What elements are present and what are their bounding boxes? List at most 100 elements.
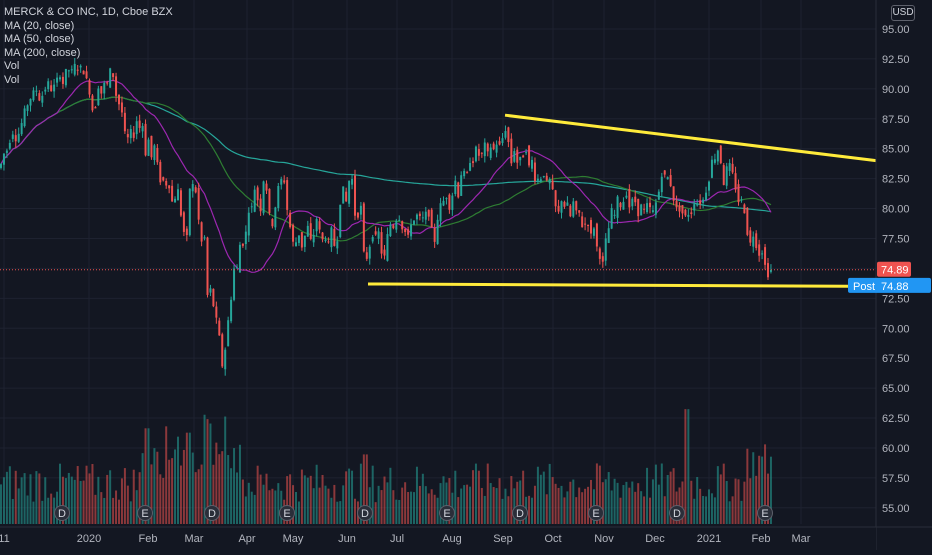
candle-body	[442, 200, 445, 206]
y-tick-label: 67.50	[882, 353, 910, 365]
candle-body	[569, 205, 572, 217]
volume-bar	[486, 463, 489, 524]
volume-bar	[454, 470, 457, 524]
candle-body	[613, 214, 616, 216]
candle-body	[38, 93, 41, 101]
candle-body	[480, 152, 483, 154]
volume-bar	[554, 483, 557, 524]
candle-body	[47, 81, 50, 90]
volume-bar	[752, 452, 755, 524]
volume-bar	[324, 485, 327, 524]
candle-body	[631, 198, 634, 207]
candle-body	[725, 166, 728, 186]
candle-body	[171, 185, 174, 202]
volume-bar	[507, 496, 510, 524]
candle-body	[722, 165, 725, 185]
candle-body	[41, 95, 44, 103]
y-tick-label: 60.00	[882, 443, 910, 455]
candle-body	[97, 88, 100, 106]
candle-body	[539, 179, 542, 182]
volume-bar	[708, 489, 710, 524]
candle-body	[238, 244, 241, 273]
volume-bar	[35, 471, 38, 524]
volume-bar	[53, 497, 56, 524]
legend-ma200[interactable]: MA (200, close)	[4, 46, 81, 59]
currency-button[interactable]: USD	[891, 5, 915, 21]
candle-body	[737, 184, 740, 203]
legend-ma50[interactable]: MA (50, close)	[4, 33, 75, 45]
volume-bar	[737, 479, 740, 524]
volume-bar	[401, 487, 404, 524]
volume-bar	[504, 488, 507, 524]
candle-body	[607, 228, 610, 243]
candle-body	[531, 159, 533, 169]
candle-body	[17, 133, 20, 142]
candle-body	[61, 76, 64, 84]
candle-body	[76, 69, 79, 71]
legend-ma20[interactable]: MA (20, close)	[4, 19, 75, 32]
candle-body	[451, 195, 454, 210]
candle-body	[551, 180, 554, 190]
candle-body	[637, 198, 640, 217]
trendline-resistance	[504, 113, 877, 163]
volume-bar	[162, 477, 165, 524]
volume-bar	[631, 481, 634, 524]
y-tick-label: 72.50	[882, 293, 910, 305]
candle-body	[91, 95, 94, 111]
earnings-marker	[757, 505, 773, 521]
candle-body	[687, 214, 690, 217]
volume-bar	[421, 473, 424, 524]
volume-bar	[23, 473, 26, 524]
candle-body	[309, 223, 312, 239]
candle-body	[303, 235, 306, 247]
candle-body	[165, 180, 168, 186]
candle-body	[501, 138, 504, 144]
volume-bar	[262, 484, 265, 524]
candle-body	[640, 204, 643, 216]
volume-bar	[348, 468, 351, 524]
x-tick-label: Sep	[493, 533, 513, 545]
candle-body	[533, 162, 536, 182]
earnings-marker	[588, 505, 604, 521]
candle-body	[345, 191, 348, 202]
volume-bar	[474, 463, 477, 524]
x-tick-label: Mar	[792, 533, 811, 545]
volume-bar	[492, 487, 495, 524]
candle-body	[227, 320, 230, 347]
candle-body	[740, 199, 743, 201]
volume-bar	[557, 487, 560, 524]
volume-bar	[339, 501, 342, 524]
candle-body	[492, 143, 495, 150]
volume-bar	[17, 488, 20, 524]
candle-body	[333, 228, 336, 246]
volume-bar	[182, 449, 185, 524]
candle-body	[710, 159, 713, 178]
candle-body	[82, 70, 85, 75]
candle-body	[109, 68, 112, 88]
volume-bar	[769, 456, 772, 524]
volume-bar	[123, 468, 126, 524]
candle-body	[115, 76, 118, 96]
y-tick-label: 57.50	[882, 473, 910, 485]
symbol-title[interactable]: MERCK & CO INC, 1D, Cboe BZX	[4, 6, 173, 18]
volume-bar	[188, 432, 191, 524]
volume-bars	[0, 409, 772, 524]
candle-body	[203, 237, 206, 239]
volume-bar	[165, 426, 168, 524]
candle-body	[256, 187, 259, 201]
candle-body	[321, 232, 324, 240]
legend-volume-2[interactable]: Vol	[4, 73, 20, 86]
volume-bar	[761, 456, 764, 524]
volume-bar	[495, 488, 498, 524]
volume-bar	[100, 492, 103, 524]
chart-legend: MERCK & CO INC, 1D, Cboe BZX MA (20, clo…	[4, 6, 173, 87]
volume-bar	[746, 448, 749, 524]
candle-body	[590, 220, 592, 234]
candle-body	[413, 220, 415, 225]
volume-bar	[640, 491, 643, 524]
legend-volume[interactable]: Vol	[4, 60, 20, 72]
candle-body	[427, 209, 430, 217]
post-price-badge	[848, 277, 931, 293]
